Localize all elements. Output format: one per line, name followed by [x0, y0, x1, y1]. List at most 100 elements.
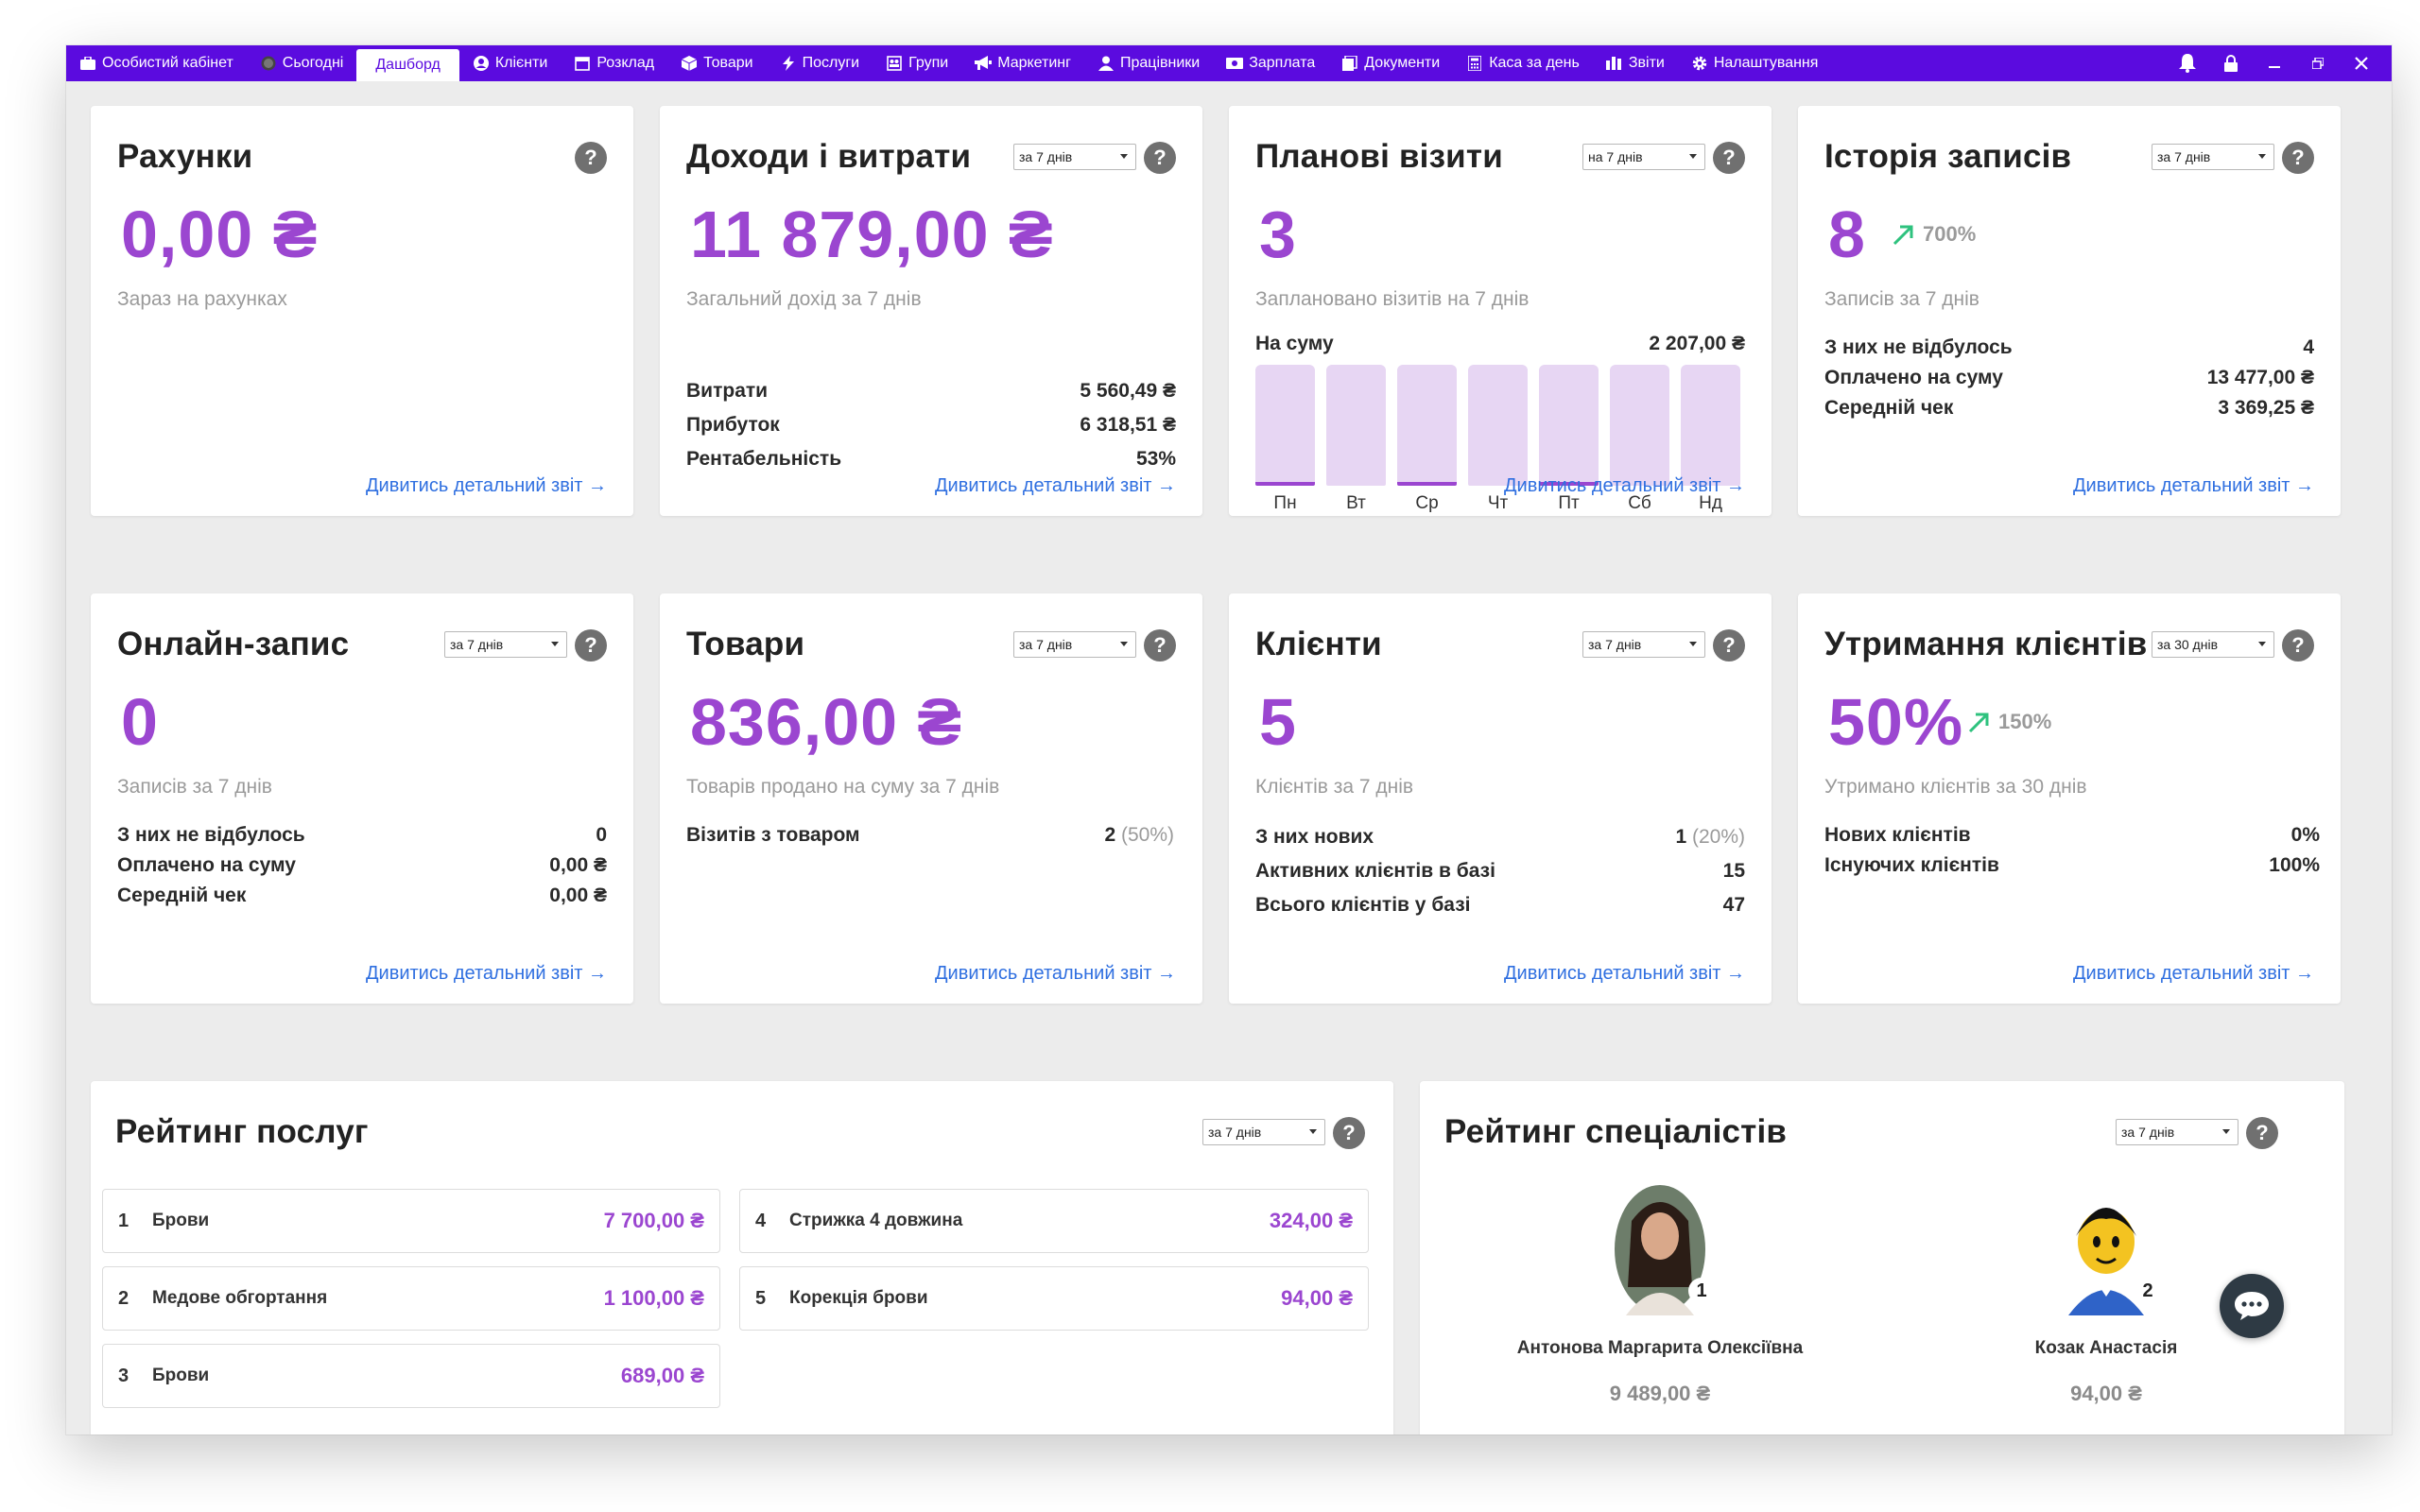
- nav-schedule[interactable]: Розклад: [561, 45, 667, 81]
- detail-report-link[interactable]: Дивитись детальний звіт →: [366, 963, 607, 984]
- history-row-missed: З них не відбулось 4: [1824, 336, 2314, 358]
- nav-label: Каса за день: [1489, 55, 1580, 71]
- clock-icon: [260, 55, 277, 72]
- planned-sum: На суму 2 207,00 ₴: [1255, 333, 1745, 354]
- restore-icon[interactable]: [2308, 54, 2327, 73]
- period-select[interactable]: за 7 днів: [1202, 1119, 1325, 1145]
- period-select[interactable]: на 7 днів: [1582, 144, 1705, 170]
- calculator-icon: [1466, 55, 1483, 72]
- nav-dashboard[interactable]: Дашборд: [356, 49, 459, 81]
- period-select-value: за 7 днів: [2157, 149, 2211, 164]
- chevron-down-icon: [1309, 1129, 1317, 1134]
- service-rank-item[interactable]: 2 Медове обгортання 1 100,00 ₴: [102, 1266, 720, 1331]
- weekday-label: Пн: [1273, 493, 1297, 513]
- nav-employees[interactable]: Працівники: [1084, 45, 1213, 81]
- retention-subtitle: Утримано клієнтів за 30 днів: [1824, 776, 2087, 798]
- service-rank-item[interactable]: 3 Брови 689,00 ₴: [102, 1344, 720, 1408]
- nav-personal-cabinet[interactable]: Особистий кабінет: [66, 45, 247, 81]
- help-icon[interactable]: ?: [575, 629, 607, 662]
- period-select[interactable]: за 7 днів: [1013, 631, 1136, 658]
- help-icon[interactable]: ?: [1144, 142, 1176, 174]
- chat-button[interactable]: [2220, 1274, 2284, 1338]
- weekday-bar-track: [1468, 365, 1528, 486]
- nav-label: Налаштування: [1713, 55, 1819, 71]
- nav-today[interactable]: Сьогодні: [247, 45, 357, 81]
- nav-label: Розклад: [596, 55, 655, 71]
- detail-report-link[interactable]: Дивитись детальний звіт →: [2073, 963, 2314, 984]
- nav-settings[interactable]: Налаштування: [1678, 45, 1832, 81]
- minimize-icon[interactable]: [2265, 54, 2284, 73]
- close-icon[interactable]: [2352, 54, 2371, 73]
- card-title: Доходи і витрати: [686, 138, 972, 175]
- period-select[interactable]: за 7 днів: [2152, 144, 2274, 170]
- chevron-down-icon: [1689, 642, 1697, 646]
- nav-clients[interactable]: Клієнти: [459, 45, 561, 81]
- accounts-subtitle: Зараз на рахунках: [117, 288, 287, 310]
- specialist-value: 94,00 ₴: [2070, 1382, 2142, 1405]
- bar-chart-icon: [1605, 55, 1623, 72]
- trend-value: 150%: [1998, 710, 2052, 733]
- money-icon: [1226, 55, 1244, 72]
- help-icon[interactable]: ?: [1713, 629, 1745, 662]
- megaphone-icon: [975, 55, 993, 72]
- nav-services[interactable]: Послуги: [767, 45, 873, 81]
- avatar: 1: [1613, 1183, 1715, 1315]
- nav-daily-cash[interactable]: Каса за день: [1453, 45, 1593, 81]
- detail-report-link[interactable]: Дивитись детальний звіт →: [1504, 475, 1745, 496]
- card-title: Рейтинг послуг: [115, 1113, 369, 1150]
- period-select[interactable]: за 7 днів: [1013, 144, 1136, 170]
- help-icon[interactable]: ?: [2246, 1117, 2278, 1149]
- income-row-profit: Прибуток 6 318,51 ₴: [686, 414, 1176, 436]
- nav-label: Сьогодні: [282, 55, 344, 71]
- period-select[interactable]: за 30 днів: [2152, 631, 2274, 658]
- nav-marketing[interactable]: Маркетинг: [961, 45, 1084, 81]
- chevron-down-icon: [2222, 1129, 2230, 1134]
- specialist-item[interactable]: 2 Козак Анастасія 94,00 ₴: [1917, 1183, 2295, 1406]
- history-card: Історія записів за 7 днів ? 8 700% Запис…: [1798, 106, 2341, 516]
- detail-report-link[interactable]: Дивитись детальний звіт →: [2073, 475, 2314, 496]
- income-row-expenses: Витрати 5 560,49 ₴: [686, 380, 1176, 402]
- user-icon: [1098, 55, 1115, 72]
- lightning-icon: [780, 55, 797, 72]
- period-select[interactable]: за 7 днів: [444, 631, 567, 658]
- period-select[interactable]: за 7 днів: [1582, 631, 1705, 658]
- period-select-value: за 7 днів: [450, 637, 504, 652]
- detail-report-link[interactable]: Дивитись детальний звіт →: [366, 475, 607, 496]
- trend-value: 700%: [1923, 222, 1977, 246]
- nav-reports[interactable]: Звіти: [1593, 45, 1678, 81]
- nav-documents[interactable]: Документи: [1328, 45, 1453, 81]
- history-row-paid: Оплачено на суму 13 477,00 ₴: [1824, 367, 2314, 388]
- period-select[interactable]: за 7 днів: [2116, 1119, 2238, 1145]
- detail-report-link[interactable]: Дивитись детальний звіт →: [935, 475, 1176, 496]
- detail-report-link[interactable]: Дивитись детальний звіт →: [1504, 963, 1745, 984]
- planned-value: 3: [1259, 198, 1297, 271]
- detail-report-link[interactable]: Дивитись детальний звіт →: [935, 963, 1176, 984]
- retention-value: 50%: [1828, 685, 1964, 759]
- nav-goods[interactable]: Товари: [667, 45, 766, 81]
- help-icon[interactable]: ?: [1144, 629, 1176, 662]
- service-rank-item[interactable]: 1 Брови 7 700,00 ₴: [102, 1189, 720, 1253]
- specialist-name: Антонова Маргарита Олексіївна: [1516, 1338, 1804, 1358]
- help-icon[interactable]: ?: [2282, 629, 2314, 662]
- help-icon[interactable]: ?: [1713, 142, 1745, 174]
- retention-trend: 150%: [1964, 707, 2051, 737]
- period-select-value: за 7 днів: [1019, 637, 1073, 652]
- service-rank-item[interactable]: 4 Стрижка 4 довжина 324,00 ₴: [739, 1189, 1369, 1253]
- nav-salary[interactable]: Зарплата: [1213, 45, 1328, 81]
- help-icon[interactable]: ?: [2282, 142, 2314, 174]
- history-value: 8: [1828, 198, 1866, 271]
- nav-groups[interactable]: Групи: [873, 45, 961, 81]
- specialist-photo: [1615, 1185, 1705, 1315]
- service-rank-item[interactable]: 5 Корекція брови 94,00 ₴: [739, 1266, 1369, 1331]
- help-icon[interactable]: ?: [1333, 1117, 1365, 1149]
- card-title: Товари: [686, 626, 805, 662]
- chat-bubble-icon: [2235, 1292, 2269, 1320]
- help-icon[interactable]: ?: [575, 142, 607, 174]
- weekday-label: Сб: [1628, 493, 1651, 513]
- nav-label: Працівники: [1119, 55, 1201, 71]
- lock-icon[interactable]: [2221, 54, 2240, 73]
- bell-icon[interactable]: [2178, 54, 2197, 73]
- specialist-item[interactable]: 1 Антонова Маргарита Олексіївна 9 489,00…: [1471, 1183, 1849, 1406]
- nav-label: Послуги: [802, 55, 860, 71]
- card-title: Утримання клієнтів: [1824, 626, 2148, 662]
